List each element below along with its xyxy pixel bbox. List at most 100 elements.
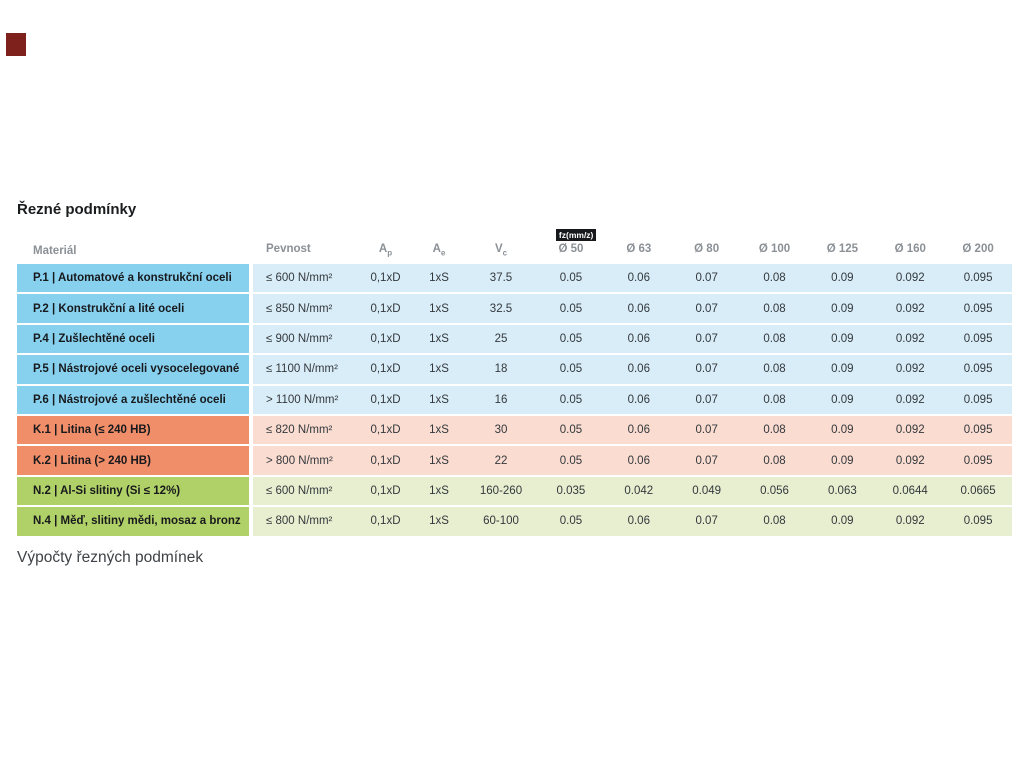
diameter-label: Ø 160	[894, 242, 926, 255]
fz-value-cell: 0.0665	[960, 484, 996, 497]
fz-value-cell: 0.05	[559, 424, 583, 437]
fz-value-cell: 0.09	[831, 302, 854, 315]
fz-value-cell: 0.092	[895, 363, 925, 376]
column-header-ae: Ae	[432, 242, 446, 257]
fz-value-cell: 0.07	[695, 454, 718, 467]
ap-cell: 0,1xD	[370, 302, 401, 315]
fz-value-cell: 0.035	[556, 484, 586, 497]
column-header-ap: Ap	[378, 242, 393, 257]
table-row: K.1 | Litina (≤ 240 HB) ≤ 820 N/mm² 0,1xD 1…	[17, 415, 1012, 445]
fz-value-cell: 0.092	[895, 272, 925, 285]
vc-cell: 25	[494, 332, 508, 345]
vc-cell: 22	[494, 454, 508, 467]
table-row: K.2 | Litina (> 240 HB) > 800 N/mm² 0,1xD 1…	[17, 446, 1012, 475]
column-header-vc: Vc	[494, 242, 508, 257]
fz-value-cell: 0.08	[763, 272, 786, 285]
fz-value-cell: 0.07	[695, 424, 718, 437]
table-body: P.1 | Automatové a konstrukční oceli ≤ 60…	[17, 264, 1012, 536]
fz-value-cell: 0.07	[695, 272, 718, 285]
column-header-diameter: Ø 160	[876, 243, 944, 257]
fz-value-cell: 0.08	[763, 302, 786, 315]
fz-value-cell: 0.08	[763, 393, 786, 406]
fz-value-cell: 0.05	[559, 363, 583, 376]
vc-cell: 32.5	[489, 302, 513, 315]
fz-value-cell: 0.05	[559, 393, 583, 406]
fz-value-cell: 0.092	[895, 332, 925, 345]
fz-value-cell: 0.095	[963, 454, 993, 467]
pevnost-cell: > 1100 N/mm²	[266, 393, 339, 406]
ap-cell: 0,1xD	[370, 332, 401, 345]
row-data-cells: > 800 N/mm² 0,1xD 1xS 22 0.05 0.06 0.07 0.08 0.0…	[253, 446, 1012, 475]
fz-value-cell: 0.095	[963, 272, 993, 285]
material-cell: N.4 | Měď, slitiny mědi, mosaz a bronz	[17, 507, 249, 536]
fz-value-cell: 0.08	[763, 454, 786, 467]
ae-cell: 1xS	[429, 332, 449, 345]
material-cell: P.5 | Nástrojové oceli vysocelegované	[17, 355, 249, 384]
column-header-pevnost: Pevnost	[266, 242, 311, 255]
table-row: P.1 | Automatové a konstrukční oceli ≤ 60…	[17, 264, 1012, 293]
fz-value-cell: 0.08	[763, 424, 786, 437]
ae-cell: 1xS	[429, 272, 449, 285]
table-row: P.2 | Konstrukční a lité oceli ≤ 850 N/mm…	[17, 294, 1012, 323]
vc-cell: 30	[494, 424, 508, 437]
column-header-diameter: Ø 80	[673, 243, 741, 257]
ap-cell: 0,1xD	[370, 393, 401, 406]
fz-value-cell: 0.042	[624, 484, 654, 497]
fz-value-cell: 0.095	[963, 424, 993, 437]
material-cell: P.6 | Nástrojové a zušlechtěné oceli	[17, 385, 249, 414]
fz-value-cell: 0.05	[559, 272, 583, 285]
table-row: P.4 | Zušlechtěné oceli ≤ 900 N/mm² 0,1xD 1…	[17, 324, 1012, 354]
fz-value-cell: 0.06	[627, 454, 650, 467]
fz-value-cell: 0.06	[627, 332, 650, 345]
footer-heading: Výpočty řezných podmínek	[17, 549, 204, 566]
diameter-label: Ø 100	[758, 242, 791, 255]
diameter-label: Ø 80	[694, 242, 720, 255]
column-header-diameter: Ø 100	[741, 243, 809, 257]
diameter-label: Ø 63	[626, 242, 652, 255]
ap-cell: 0,1xD	[370, 424, 401, 437]
material-cell: N.2 | Al-Si slitiny (Si ≤ 12%)	[17, 476, 249, 506]
fz-value-cell: 0.095	[963, 393, 993, 406]
cutting-conditions-table: Materiál Pevnost Ap Ae Vc fz(mm/z) Ø 50 Ø …	[17, 228, 1012, 538]
pevnost-cell: ≤ 900 N/mm²	[266, 332, 333, 345]
diameter-label: Ø 200	[962, 242, 994, 255]
fz-value-cell: 0.08	[763, 363, 786, 376]
ap-cell: 0,1xD	[370, 454, 401, 467]
material-cell: P.2 | Konstrukční a lité oceli	[17, 294, 249, 323]
ae-cell: 1xS	[429, 424, 449, 437]
fz-value-cell: 0.07	[695, 302, 718, 315]
fz-value-cell: 0.095	[963, 515, 993, 528]
table-row: N.4 | Měď, slitiny mědi, mosaz a bronz ≤ …	[17, 507, 1012, 536]
ap-cell: 0,1xD	[370, 363, 401, 376]
fz-value-cell: 0.095	[963, 332, 993, 345]
ae-cell: 1xS	[429, 454, 449, 467]
column-header-material-label: Materiál	[33, 245, 77, 257]
fz-value-cell: 0.05	[559, 515, 583, 528]
vc-cell: 18	[494, 363, 508, 376]
fz-value-cell: 0.07	[695, 363, 718, 376]
vc-cell: 37.5	[489, 272, 513, 285]
ae-cell: 1xS	[429, 363, 449, 376]
fz-value-cell: 0.05	[559, 302, 583, 315]
pevnost-cell: ≤ 820 N/mm²	[266, 424, 333, 437]
page-title: Řezné podmínky	[17, 201, 137, 218]
pevnost-cell: ≤ 800 N/mm²	[266, 515, 333, 528]
fz-value-cell: 0.07	[695, 332, 718, 345]
fz-value-cell: 0.08	[763, 515, 786, 528]
fz-value-cell: 0.056	[760, 484, 789, 497]
fz-value-cell: 0.07	[695, 393, 718, 406]
pevnost-cell: ≤ 600 N/mm²	[266, 272, 333, 285]
fz-unit-badge: fz(mm/z)	[555, 228, 597, 241]
diameter-label: Ø 50	[558, 242, 584, 255]
fz-value-cell: 0.09	[831, 393, 854, 406]
diameter-label: Ø 125	[826, 242, 859, 255]
row-data-cells: ≤ 1100 N/mm² 0,1xD 1xS 18 0.05 0.06 0.07 0.08 0.…	[253, 355, 1012, 384]
fz-value-cell: 0.049	[692, 484, 722, 497]
column-header-diameter: Ø 125	[808, 243, 876, 257]
table-row: P.5 | Nástrojové oceli vysocelegované ≤ 1…	[17, 355, 1012, 384]
column-header-diameter: Ø 200	[944, 243, 1012, 257]
fz-value-cell: 0.06	[627, 272, 650, 285]
fz-value-cell: 0.092	[895, 454, 925, 467]
vc-cell: 160-260	[479, 484, 523, 497]
fz-value-cell: 0.09	[831, 332, 854, 345]
